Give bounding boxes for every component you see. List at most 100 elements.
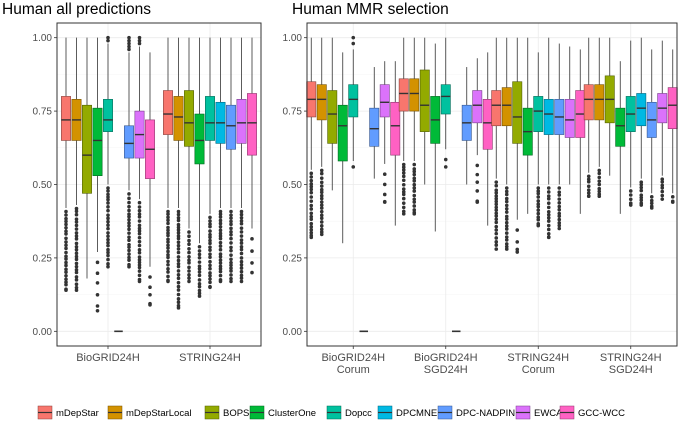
- y-tick-label: 0.75: [283, 107, 303, 118]
- outlier-point: [239, 251, 244, 256]
- outlier-point: [557, 204, 562, 209]
- box-iqr: [327, 90, 338, 144]
- outlier-point: [218, 228, 223, 233]
- outlier-point: [660, 189, 665, 194]
- outlier-point: [127, 192, 131, 196]
- outlier-point: [401, 212, 406, 216]
- outlier-point: [557, 226, 562, 231]
- panel-border: [306, 22, 678, 347]
- outlier-point: [494, 247, 499, 251]
- box-BOPS: [184, 37, 194, 284]
- outlier-point: [239, 221, 244, 226]
- y-tick-label: 0.00: [33, 327, 53, 338]
- panel-border: [56, 22, 262, 347]
- outlier-point: [546, 223, 551, 228]
- outlier-point: [137, 208, 142, 213]
- outlier-point: [208, 238, 212, 243]
- outlier-point: [176, 228, 181, 232]
- box-group: [583, 37, 678, 214]
- outlier-point: [546, 209, 551, 214]
- outlier-point: [546, 205, 551, 210]
- outlier-point: [239, 212, 244, 217]
- outlier-point: [208, 222, 212, 226]
- outlier-point: [106, 243, 110, 248]
- outlier-point: [504, 186, 509, 190]
- box-EWCA: [657, 40, 668, 201]
- outlier-point: [176, 269, 181, 273]
- outlier-point: [586, 194, 591, 199]
- box-iqr: [636, 93, 647, 127]
- outlier-point: [504, 220, 509, 225]
- outlier-point: [239, 238, 244, 242]
- panel-title: Human all predictions: [2, 1, 151, 18]
- outlier-point: [443, 165, 448, 169]
- outlier-point: [229, 279, 233, 284]
- outlier-point: [639, 185, 644, 190]
- outlier-point: [670, 195, 675, 199]
- outlier-point: [536, 204, 541, 209]
- outlier-point: [494, 205, 499, 210]
- outlier-point: [309, 214, 314, 219]
- outlier-point: [106, 205, 110, 209]
- y-tick-label: 1.00: [283, 33, 303, 44]
- outlier-point: [597, 189, 602, 194]
- outlier-point: [401, 196, 406, 201]
- outlier-point: [475, 180, 480, 184]
- outlier-point: [127, 35, 131, 40]
- outlier-point: [64, 267, 68, 272]
- outlier-point: [74, 227, 79, 231]
- outlier-point: [494, 217, 499, 222]
- outlier-point: [208, 277, 212, 281]
- outlier-point: [166, 255, 170, 260]
- outlier-point: [176, 262, 181, 266]
- panel-title: Human MMR selection: [292, 1, 449, 18]
- box-mDepStar: [398, 37, 409, 216]
- outlier-point: [218, 231, 223, 236]
- outlier-point: [218, 261, 223, 265]
- outlier-point: [515, 247, 520, 252]
- outlier-point: [309, 228, 314, 232]
- outlier-point: [546, 235, 551, 240]
- outlier-point: [127, 200, 131, 205]
- outlier-point: [504, 214, 509, 219]
- box-mDepStarLocal: [409, 37, 420, 216]
- box-BOPS: [82, 37, 92, 279]
- outlier-point: [586, 177, 591, 182]
- outlier-point: [74, 270, 79, 275]
- y-tick-label: 0.00: [283, 327, 303, 338]
- outlier-point: [401, 205, 406, 210]
- box-mDepStar: [163, 37, 173, 284]
- outlier-point: [504, 242, 509, 246]
- legend-item-ClusterOne: ClusterOne: [249, 405, 316, 420]
- outlier-point: [127, 41, 131, 46]
- outlier-point: [74, 247, 79, 252]
- outlier-point: [166, 262, 170, 267]
- outlier-point: [166, 253, 170, 257]
- outlier-point: [504, 247, 509, 251]
- outlier-point: [197, 260, 202, 264]
- box-group: [61, 35, 155, 333]
- outlier-point: [127, 204, 131, 209]
- outlier-point: [208, 263, 212, 268]
- outlier-point: [176, 234, 181, 238]
- outlier-point: [208, 285, 212, 290]
- box-iqr: [226, 104, 236, 150]
- legend-item-EWCA: EWCA: [515, 405, 563, 420]
- outlier-point: [176, 209, 181, 214]
- outlier-point: [504, 203, 509, 208]
- outlier-point: [494, 202, 499, 207]
- outlier-point: [176, 272, 181, 277]
- outlier-point: [597, 194, 602, 199]
- outlier-point: [106, 189, 110, 193]
- outlier-point: [197, 294, 202, 298]
- box-GCC-WCC: [390, 61, 401, 226]
- outlier-point: [208, 241, 212, 246]
- box-DPC-NADPIN: [226, 37, 236, 284]
- outlier-point: [536, 215, 541, 219]
- outlier-point: [176, 288, 181, 292]
- box-mDepStar: [306, 37, 317, 240]
- outlier-point: [412, 167, 417, 171]
- outlier-point: [106, 247, 110, 252]
- outlier-point: [218, 244, 223, 248]
- outlier-point: [218, 234, 223, 238]
